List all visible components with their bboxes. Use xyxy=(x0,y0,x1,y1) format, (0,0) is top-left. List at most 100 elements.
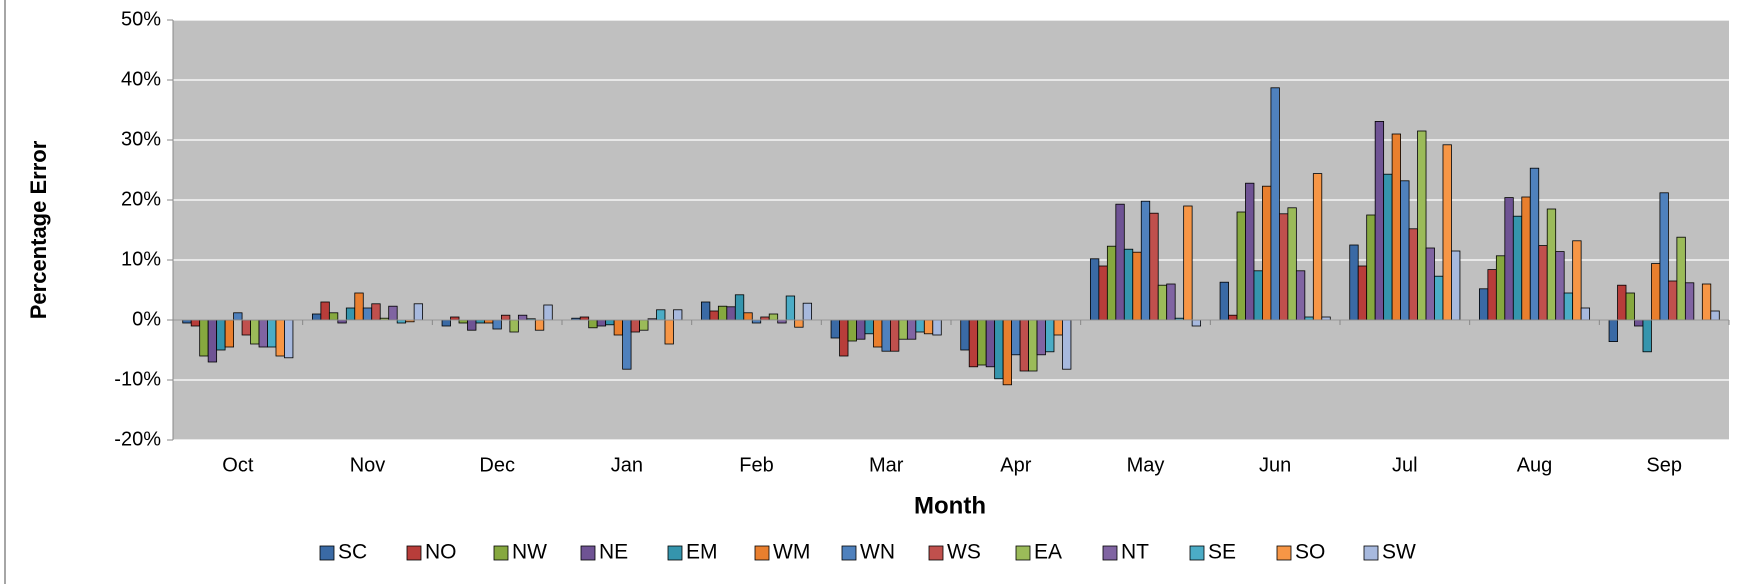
x-tick-label: Jan xyxy=(611,454,643,476)
bar xyxy=(994,319,1004,380)
bar xyxy=(534,319,545,331)
legend-swatch xyxy=(319,545,335,561)
bar xyxy=(1710,310,1720,321)
bar xyxy=(1183,205,1193,321)
x-tick-label: May xyxy=(1127,454,1165,476)
bar xyxy=(207,319,218,363)
bar xyxy=(1512,215,1523,321)
legend-swatch xyxy=(406,545,422,561)
bar xyxy=(1529,167,1540,321)
bar xyxy=(1349,244,1359,321)
bar xyxy=(1642,319,1652,353)
bar xyxy=(890,319,900,352)
bar xyxy=(932,319,942,336)
bar xyxy=(328,312,339,321)
bar xyxy=(726,306,736,321)
bar xyxy=(906,319,917,340)
bar xyxy=(1166,283,1176,321)
x-tick-label: Nov xyxy=(350,454,386,476)
bar xyxy=(1295,270,1306,321)
bar xyxy=(1357,265,1368,321)
bar xyxy=(794,319,804,328)
bar xyxy=(1625,292,1635,321)
bar xyxy=(960,319,970,351)
bar xyxy=(501,314,511,321)
x-tick-label: Dec xyxy=(479,454,515,476)
bar xyxy=(311,313,322,321)
bar xyxy=(224,319,234,348)
bar xyxy=(275,319,285,357)
bar xyxy=(1053,319,1063,336)
bar xyxy=(1140,200,1151,321)
bar xyxy=(605,319,615,326)
bar xyxy=(622,319,632,370)
bar xyxy=(492,319,502,330)
bar xyxy=(1132,251,1142,321)
x-tick-label: Mar xyxy=(869,454,904,476)
x-tick-label: Aug xyxy=(1517,454,1553,476)
x-tick-label: Jul xyxy=(1392,454,1418,476)
bar xyxy=(1191,319,1202,327)
bar xyxy=(1608,319,1618,343)
bar xyxy=(354,292,364,321)
bar xyxy=(709,310,719,321)
legend-label: EM xyxy=(686,541,718,564)
legend-swatch xyxy=(754,545,770,561)
bar xyxy=(881,319,891,352)
legend-label: NT xyxy=(1121,541,1149,564)
bar xyxy=(1312,173,1323,321)
y-tick-label: 0% xyxy=(132,308,161,330)
legend-label: SC xyxy=(338,541,367,564)
bar xyxy=(985,319,996,368)
legend-swatch xyxy=(580,545,596,561)
y-axis-label: Percentage Error xyxy=(26,140,51,319)
bar xyxy=(1228,314,1238,321)
bar xyxy=(320,301,330,321)
legend-label: EA xyxy=(1034,541,1062,564)
bar xyxy=(441,319,451,327)
legend-swatch xyxy=(1189,545,1205,561)
bar xyxy=(250,319,260,345)
bar xyxy=(1287,207,1297,321)
bar xyxy=(345,307,356,321)
bar xyxy=(1098,265,1108,321)
legend-swatch xyxy=(667,545,683,561)
bar xyxy=(1019,319,1029,372)
bar xyxy=(467,319,477,331)
bar xyxy=(1036,319,1046,356)
y-tick-label: 10% xyxy=(121,248,161,270)
bar xyxy=(785,295,796,321)
bar xyxy=(1219,281,1229,321)
bar xyxy=(743,312,753,321)
bar xyxy=(1374,121,1385,321)
y-tick-label: 50% xyxy=(121,8,161,30)
bar xyxy=(258,319,268,348)
bar xyxy=(923,319,934,335)
x-tick-label: Jun xyxy=(1259,454,1291,476)
x-tick-label: Feb xyxy=(739,454,773,476)
bar xyxy=(1391,133,1401,321)
bar xyxy=(413,303,424,321)
bar xyxy=(190,319,201,327)
legend-label: SE xyxy=(1208,541,1236,564)
legend-label: NW xyxy=(512,541,547,564)
bar xyxy=(1115,203,1125,321)
bar xyxy=(1659,192,1669,321)
x-axis-label: Month xyxy=(914,492,986,519)
bar xyxy=(1538,245,1548,321)
y-tick-label: 40% xyxy=(121,68,161,90)
y-tick-label: -20% xyxy=(114,428,161,450)
plot-area xyxy=(173,20,1729,440)
bar xyxy=(1123,248,1134,321)
bar xyxy=(1106,245,1117,321)
bar xyxy=(717,305,728,321)
bar xyxy=(1253,270,1263,321)
bar xyxy=(802,302,813,321)
bar xyxy=(1495,255,1506,321)
legend-label: WS xyxy=(947,541,981,564)
bar xyxy=(362,307,373,321)
bar xyxy=(1408,228,1418,321)
bar xyxy=(847,319,857,342)
legend-label: NE xyxy=(599,541,628,564)
bar xyxy=(1555,251,1565,321)
